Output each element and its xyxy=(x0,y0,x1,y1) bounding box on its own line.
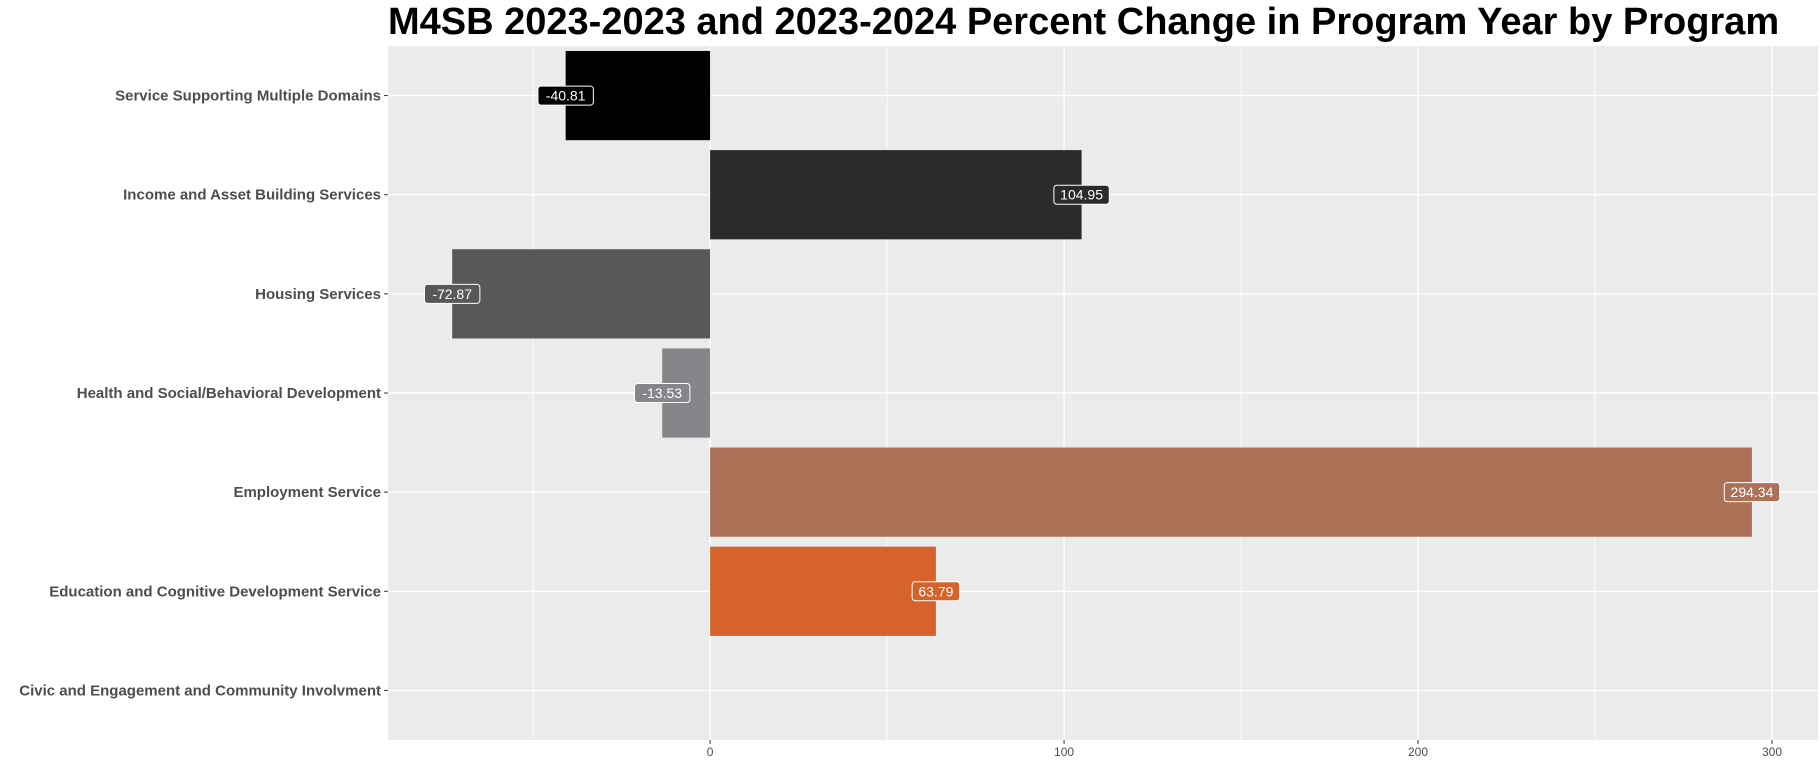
bar xyxy=(710,447,1752,537)
data-label: -72.87 xyxy=(432,286,472,302)
data-label: 104.95 xyxy=(1060,187,1103,203)
category-label: Income and Asset Building Services xyxy=(123,187,381,204)
x-tick-label: 100 xyxy=(1054,745,1074,759)
x-tick-label: 200 xyxy=(1408,745,1428,759)
category-label: Employment Service xyxy=(233,484,381,501)
data-label-box xyxy=(911,581,961,602)
category-label: Health and Social/Behavioral Development xyxy=(77,385,381,402)
data-label-box xyxy=(423,283,481,304)
data-label: 294.34 xyxy=(1731,484,1774,500)
x-tick-label: 300 xyxy=(1762,745,1782,759)
y-axis: Service Supporting Multiple Domains Incom… xyxy=(19,88,388,699)
bar xyxy=(710,546,936,636)
data-labels: -40.81 104.95 -72.87 -13.53 294.34 63.79 xyxy=(423,85,1781,602)
data-label-box xyxy=(1723,482,1781,503)
x-tick-label: 0 xyxy=(707,745,714,759)
data-label: 63.79 xyxy=(918,583,953,599)
data-label: -40.81 xyxy=(546,88,586,104)
category-label: Service Supporting Multiple Domains xyxy=(115,88,381,105)
data-label-box xyxy=(537,85,594,106)
data-label-box xyxy=(634,383,691,403)
bars xyxy=(452,50,1752,636)
x-axis: 0 100 200 300 xyxy=(707,740,1782,759)
category-label: Civic and Engagement and Community Invol… xyxy=(19,682,381,699)
bar xyxy=(710,150,1082,240)
bar xyxy=(452,249,711,339)
chart-title: M4SB 2023-2023 and 2023-2024 Percent Cha… xyxy=(388,1,1780,43)
data-label-box xyxy=(1053,184,1110,205)
category-label: Education and Cognitive Development Serv… xyxy=(49,583,381,600)
category-label: Housing Services xyxy=(255,286,381,303)
data-label: -13.53 xyxy=(642,385,682,401)
